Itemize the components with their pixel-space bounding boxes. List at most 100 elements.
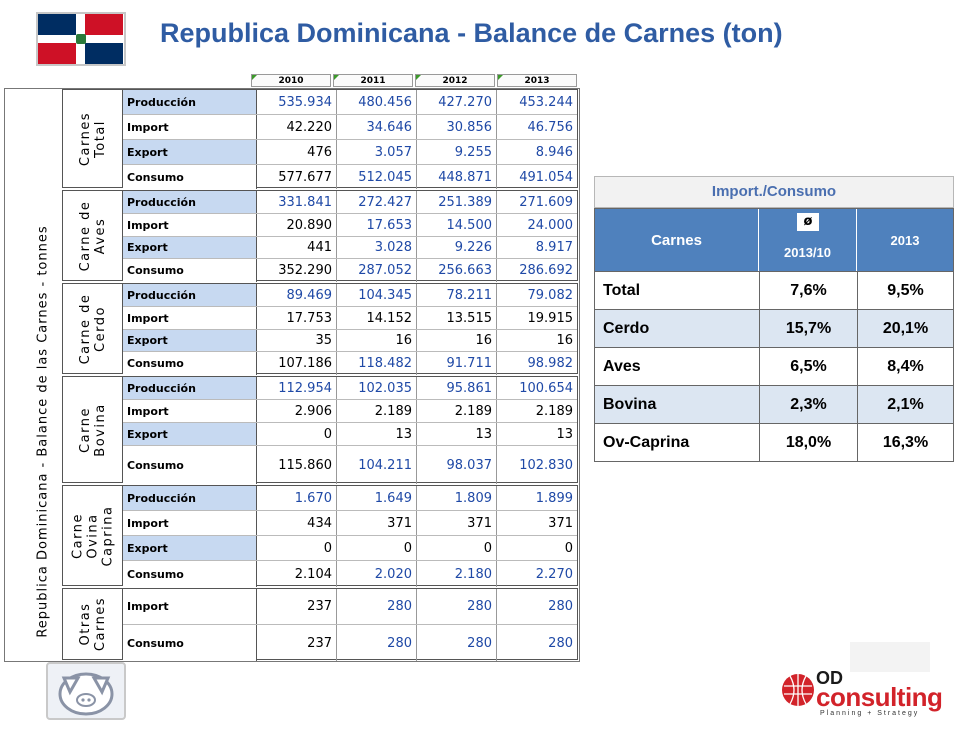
value-2013: 2,1% — [857, 386, 953, 423]
table-cell: 2.180 — [417, 561, 497, 587]
table-cell: 112.954 — [257, 377, 337, 399]
group-label-text: Carne de Cerdo — [77, 293, 108, 364]
row-label: Export — [123, 423, 257, 445]
row-label: Consumo — [123, 165, 257, 189]
table-cell: 237 — [257, 625, 337, 661]
table-cell: 13.515 — [417, 307, 497, 329]
import-consumo-row: Ov-Caprina 18,0% 16,3% — [595, 423, 953, 461]
group-label: Carne de Aves — [63, 191, 123, 280]
table-cell: 2.189 — [417, 400, 497, 422]
table-row: Producción 331.841 272.427 251.389 271.609 — [123, 191, 577, 214]
table-cell: 14.500 — [417, 214, 497, 236]
table-cell: 280 — [417, 589, 497, 624]
table-cell: 427.270 — [417, 90, 497, 114]
table-cell: 30.856 — [417, 115, 497, 139]
row-label: Producción — [123, 486, 257, 510]
globe-icon — [782, 674, 814, 706]
table-row: Import 17.753 14.152 13.515 19.915 — [123, 307, 577, 330]
table-row: Consumo 237 280 280 280 — [123, 625, 577, 661]
table-cell: 2.270 — [535, 566, 573, 582]
table-cell: 24.000 — [527, 217, 574, 233]
meat-name: Cerdo — [603, 319, 650, 337]
table-cell: 107.186 — [257, 352, 337, 375]
average-value: 18,0% — [759, 424, 857, 461]
row-label: Producción — [123, 284, 257, 306]
table-cell: 280 — [417, 625, 497, 661]
average-value: 2,3% — [759, 386, 857, 423]
dominican-flag-icon — [36, 12, 126, 66]
table-row: Export 35 16 16 16 — [123, 330, 577, 352]
pig-icon — [46, 662, 126, 720]
meat-group: Otras Carnes Import 237 280 280 280 Consumo 237… — [62, 588, 578, 661]
table-cell: 480.456 — [337, 90, 417, 114]
row-label: Import — [123, 214, 257, 236]
table-row: Producción 112.954 102.035 95.861 100.654 — [123, 377, 577, 400]
table-row: Export 0 0 0 0 — [123, 536, 577, 561]
value-2013: 8,4% — [857, 348, 953, 385]
group-label: Carne Bovina — [63, 377, 123, 482]
table-cell: 0 — [257, 536, 337, 560]
row-label: Import — [123, 115, 257, 139]
logo-consulting-text: consulting — [816, 682, 943, 712]
meat-name: Total — [603, 281, 641, 299]
table-cell: 115.860 — [257, 446, 337, 484]
page-title: Republica Dominicana - Balance de Carnes… — [160, 18, 783, 48]
import-consumo-row: Bovina 2,3% 2,1% — [595, 385, 953, 423]
table-cell: 95.861 — [417, 377, 497, 399]
table-cell: 13 — [337, 423, 417, 445]
balance-table: Republica Dominicana - Balance de las Ca… — [4, 88, 580, 662]
table-cell: 286.692 — [519, 263, 573, 278]
header-2013: 2013 — [890, 232, 920, 248]
table-cell: 0 — [257, 423, 337, 445]
import-consumo-header: Carnes ø 2013/10 2013 — [595, 209, 953, 271]
table-cell: 16 — [337, 330, 417, 351]
row-label: Export — [123, 140, 257, 164]
table-cell: 535.934 — [257, 90, 337, 114]
table-cell: 371 — [417, 511, 497, 535]
logo-od-text: OD — [816, 668, 843, 688]
row-label: Consumo — [123, 352, 257, 375]
value-2013: 16,3% — [857, 424, 953, 461]
table-cell: 280 — [548, 635, 573, 651]
row-label: Producción — [123, 90, 257, 114]
import-consumo-title: Import./Consumo — [594, 176, 954, 208]
table-cell: 78.211 — [417, 284, 497, 306]
group-label-text: Carnes Total — [77, 111, 108, 166]
table-cell: 371 — [548, 515, 573, 531]
row-label: Producción — [123, 377, 257, 399]
average-value: 15,7% — [759, 310, 857, 347]
group-label-text: Carne de Aves — [77, 200, 108, 271]
table-row: Export 476 3.057 9.255 8.946 — [123, 140, 577, 165]
table-cell: 2.104 — [257, 561, 337, 587]
meat-name: Ov-Caprina — [603, 433, 690, 451]
table-row: Consumo 577.677 512.045 448.871 491.054 — [123, 165, 577, 189]
meat-group: Carne Ovina Caprina Producción 1.670 1.649 1… — [62, 485, 578, 587]
table-row: Import 434 371 371 371 — [123, 511, 577, 536]
meat-group: Carne de Cerdo Producción 89.469 104.345 78.… — [62, 283, 578, 375]
table-cell: 256.663 — [417, 259, 497, 282]
table-row: Producción 89.469 104.345 78.211 79.082 — [123, 284, 577, 307]
table-cell: 0 — [417, 536, 497, 560]
table-cell: 453.244 — [519, 94, 573, 110]
table-cell: 1.809 — [417, 486, 497, 510]
table-row: Import 237 280 280 280 — [123, 589, 577, 625]
import-consumo-row: Total 7,6% 9,5% — [595, 271, 953, 309]
group-label: Carne Ovina Caprina — [63, 486, 123, 585]
table-cell: 287.052 — [337, 259, 417, 282]
table-cell: 14.152 — [337, 307, 417, 329]
table-cell: 19.915 — [527, 310, 574, 326]
logo-tagline: Planning + Strategy — [820, 710, 920, 717]
table-row: Consumo 2.104 2.020 2.180 2.270 — [123, 561, 577, 587]
group-label-text: Carne Ovina Caprina — [70, 505, 115, 566]
import-consumo-table: Carnes ø 2013/10 2013 Total 7,6% 9,5% Cerdo… — [594, 208, 954, 462]
table-row: Export 441 3.028 9.226 8.917 — [123, 237, 577, 259]
value-2013: 9,5% — [857, 272, 953, 309]
table-cell: 104.211 — [337, 446, 417, 484]
table-cell: 0 — [337, 536, 417, 560]
row-label: Consumo — [123, 561, 257, 587]
table-cell: 2.906 — [257, 400, 337, 422]
row-label: Export — [123, 536, 257, 560]
table-cell: 9.226 — [417, 237, 497, 258]
import-consumo-row: Aves 6,5% 8,4% — [595, 347, 953, 385]
row-label: Producción — [123, 191, 257, 213]
